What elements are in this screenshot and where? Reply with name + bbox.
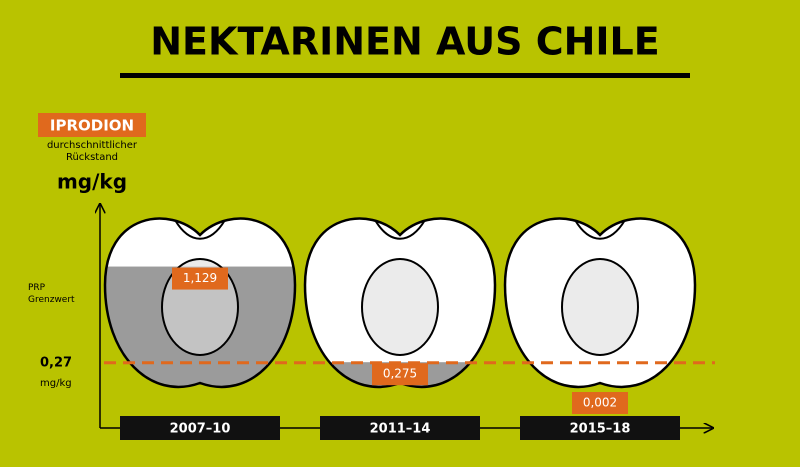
stone (561, 258, 639, 356)
x-tick-label: 2007–10 (170, 422, 231, 437)
stem-notch (574, 219, 626, 240)
value-label-bg (572, 392, 628, 414)
value-label-bg (372, 363, 428, 386)
stone (361, 258, 439, 356)
y-axis-label: mg/kg (57, 170, 127, 194)
ref-value: 0,27 (40, 355, 72, 370)
value-label: 1,129 (183, 271, 217, 285)
title-rule (120, 73, 690, 78)
value-label: 0,275 (383, 367, 417, 381)
value-label: 0,002 (583, 396, 617, 410)
ref-label-box: PRP Grenzwert (28, 283, 75, 305)
badge-bg (38, 113, 146, 137)
x-tick-label: 2011–14 (370, 422, 431, 437)
subtitle: durchschnittlicher Rückstand (46, 140, 138, 163)
stem-notch (374, 219, 426, 240)
chart-title: NEKTARINEN AUS CHILE (150, 20, 659, 64)
category-box (120, 416, 280, 440)
x-tick-label: 2015–18 (570, 422, 631, 437)
ref-label: PRP Grenzwert (28, 283, 75, 305)
value-label-bg (172, 267, 228, 290)
badge: IPRODION (50, 117, 134, 135)
category-box (520, 416, 680, 440)
stem-notch (174, 219, 226, 240)
ref-unit: mg/kg (40, 378, 72, 389)
subtitle-box: durchschnittlicher Rückstand (46, 140, 138, 163)
category-box (320, 416, 480, 440)
